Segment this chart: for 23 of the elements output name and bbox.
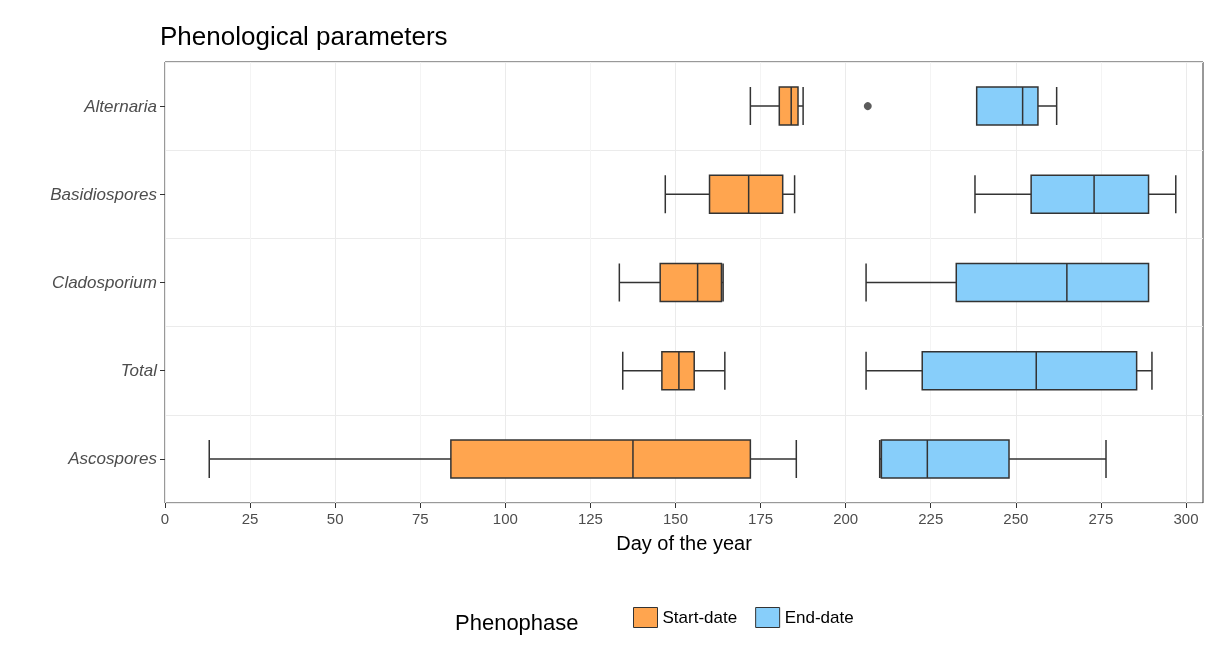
y-tick-label: Total: [120, 361, 159, 381]
x-tick-label: 25: [241, 510, 259, 527]
x-tick-label: 250: [1003, 510, 1029, 527]
legend-label: End-date: [784, 608, 854, 627]
x-tick-label: 150: [662, 510, 689, 527]
x-axis-title: Day of the year: [616, 532, 753, 554]
x-tick-label: 100: [492, 510, 518, 527]
x-tick-label: 200: [833, 510, 859, 527]
legend-title: Phenophase: [455, 609, 579, 635]
y-tick-label: Alternaria: [83, 96, 157, 116]
x-tick-label: 275: [1088, 510, 1114, 527]
x-tick-label: 50: [326, 510, 344, 527]
y-tick-label: Basidiospores: [50, 184, 158, 204]
legend-label: Start-date: [662, 608, 738, 627]
x-tick-label: 125: [577, 510, 603, 527]
y-tick-label: Cladosporium: [52, 273, 157, 292]
chart-title: Phenological parameters: [160, 21, 448, 51]
x-tick-label: 0: [160, 510, 170, 527]
x-tick-label: 175: [748, 510, 774, 527]
y-tick-label: Ascospores: [67, 449, 158, 469]
x-tick-label: 225: [918, 510, 944, 527]
x-tick-label: 300: [1173, 510, 1199, 527]
x-tick-label: 75: [411, 510, 429, 527]
